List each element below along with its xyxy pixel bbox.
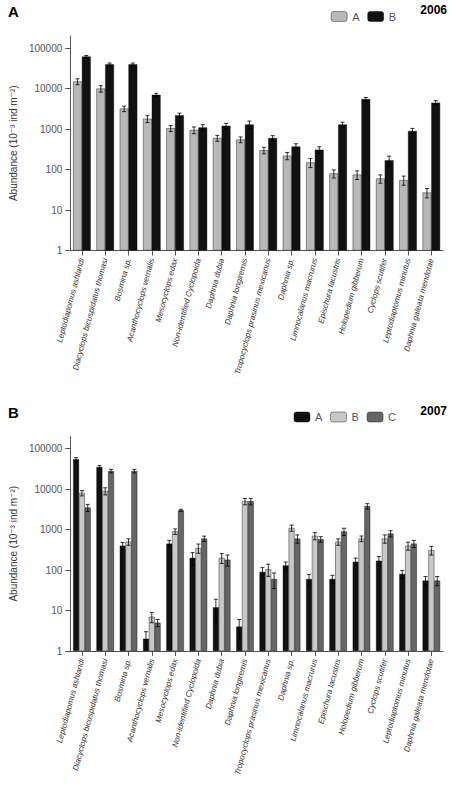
svg-text:10000: 10000 <box>34 484 62 495</box>
svg-text:10: 10 <box>51 205 63 216</box>
svg-text:B: B <box>352 411 359 423</box>
svg-text:Leptodiaptomus minutus: Leptodiaptomus minutus <box>381 257 413 344</box>
svg-text:Leptodiapomus ashlandi: Leptodiapomus ashlandi <box>55 657 87 744</box>
svg-text:Abundance (10⁻³ ind m⁻²): Abundance (10⁻³ ind m⁻²) <box>8 486 19 602</box>
svg-text:Daphnia galeata mendotae: Daphnia galeata mendotae <box>402 257 436 353</box>
svg-text:Abundance (10⁻³ ind m⁻²): Abundance (10⁻³ ind m⁻²) <box>8 85 19 201</box>
svg-text:C: C <box>388 411 396 423</box>
svg-text:Epischura lacustris: Epischura lacustris <box>316 658 342 725</box>
svg-text:Bosmina sp.: Bosmina sp. <box>113 658 133 703</box>
svg-text:1: 1 <box>57 646 63 657</box>
svg-text:A: A <box>8 3 19 20</box>
svg-text:Diacyclops bicuspidatus thomas: Diacyclops bicuspidatus thomasi <box>71 658 110 772</box>
svg-text:Cyclops scutifer: Cyclops scutifer <box>366 257 389 314</box>
svg-text:Daphnia longiremis: Daphnia longiremis <box>223 658 249 726</box>
svg-text:Daphnia galeata mendotae: Daphnia galeata mendotae <box>402 657 436 753</box>
svg-text:B: B <box>389 11 396 23</box>
svg-text:A: A <box>315 411 323 423</box>
svg-text:B: B <box>8 404 19 421</box>
svg-text:10: 10 <box>51 605 63 616</box>
svg-text:100000: 100000 <box>29 43 63 54</box>
svg-text:Acanthocyclops vernalis: Acanthocyclops vernalis <box>125 658 156 744</box>
svg-text:Limnocalanus macrurus: Limnocalanus macrurus <box>289 257 320 341</box>
svg-text:Holopedium gibberum: Holopedium gibberum <box>337 257 366 335</box>
svg-text:Leptodiapomus ashlandi: Leptodiapomus ashlandi <box>55 257 87 344</box>
svg-text:Daphnia dubia: Daphnia dubia <box>204 657 226 710</box>
svg-text:Daphnia longiremis: Daphnia longiremis <box>223 257 249 325</box>
svg-text:100: 100 <box>46 565 63 576</box>
svg-text:Holopedium gibberum: Holopedium gibberum <box>337 658 366 736</box>
svg-text:100000: 100000 <box>29 443 63 454</box>
svg-text:Tropocyclops prasinus mexicanu: Tropocyclops prasinus mexicanus <box>233 257 273 375</box>
svg-text:Non-identified Cyclopoida: Non-identified Cyclopoida <box>170 657 202 748</box>
svg-text:Mesocyclops edax: Mesocyclops edax <box>154 657 180 724</box>
svg-text:Leptodiaptomus minutus: Leptodiaptomus minutus <box>381 657 413 745</box>
svg-text:1000: 1000 <box>40 524 63 535</box>
svg-text:Non-identified Cyclopoida: Non-identified Cyclopoida <box>170 257 202 348</box>
svg-text:Daphnia sp.: Daphnia sp. <box>276 257 296 301</box>
svg-text:Daphnia sp.: Daphnia sp. <box>276 658 296 702</box>
svg-text:1000: 1000 <box>40 124 63 135</box>
svg-text:Acanthocyclops vernalis: Acanthocyclops vernalis <box>125 257 156 343</box>
svg-text:Epischura lacustris: Epischura lacustris <box>316 257 342 324</box>
svg-text:2007: 2007 <box>420 404 447 418</box>
svg-text:Bosmina sp.: Bosmina sp. <box>113 257 133 302</box>
svg-text:2006: 2006 <box>420 3 447 17</box>
svg-text:Limnocalanus macrurus: Limnocalanus macrurus <box>289 658 320 742</box>
svg-text:Diacyclops bicuspidatus thomas: Diacyclops bicuspidatus thomasi <box>71 257 110 371</box>
svg-text:1: 1 <box>57 245 63 256</box>
svg-text:Daphnia dubia: Daphnia dubia <box>204 257 226 310</box>
svg-text:Tropocyclops prasinus mexicanu: Tropocyclops prasinus mexicanus <box>233 658 273 776</box>
svg-text:Mesocyclops edax: Mesocyclops edax <box>154 256 180 323</box>
svg-text:100: 100 <box>46 164 63 175</box>
svg-text:10000: 10000 <box>34 83 62 94</box>
svg-text:Cyclops scutifer: Cyclops scutifer <box>366 658 389 715</box>
svg-text:A: A <box>352 11 360 23</box>
